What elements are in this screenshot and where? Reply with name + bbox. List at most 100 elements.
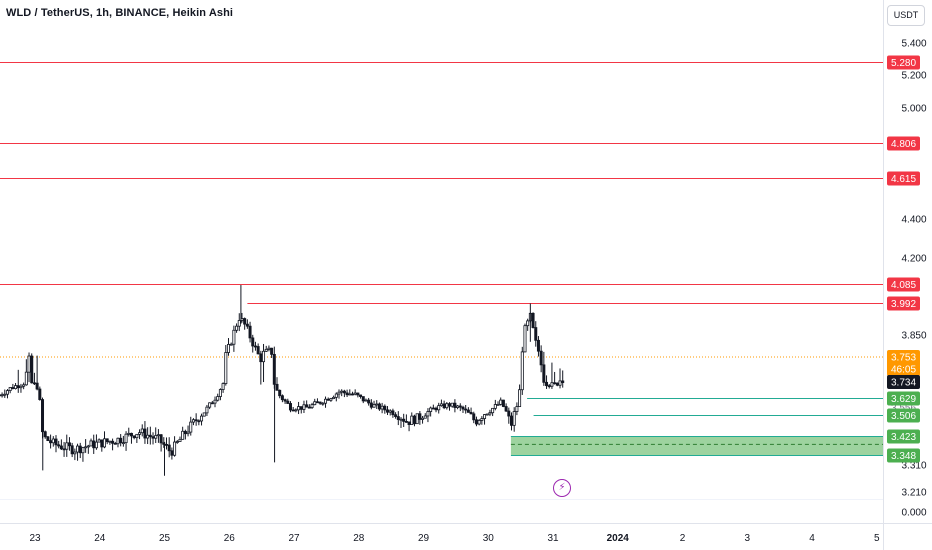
candle-body-down bbox=[383, 405, 387, 411]
candle-body-down bbox=[404, 420, 408, 423]
candle bbox=[547, 383, 551, 389]
lightning-icon[interactable]: ⚡ bbox=[553, 479, 571, 497]
candle-body-down bbox=[62, 448, 66, 451]
candle-body-down bbox=[472, 413, 476, 421]
candle bbox=[474, 416, 478, 427]
candle bbox=[262, 343, 266, 383]
candle bbox=[200, 413, 204, 426]
candle-body-down bbox=[278, 389, 282, 397]
candle bbox=[485, 413, 489, 416]
candle-body-up bbox=[138, 432, 142, 435]
candle-body-up bbox=[415, 413, 419, 425]
level-label-3.629: 3.629 bbox=[891, 394, 916, 405]
candle-body-up bbox=[262, 350, 266, 363]
candle bbox=[202, 412, 206, 417]
candle-body-down bbox=[92, 440, 96, 449]
candle-body-up bbox=[175, 441, 179, 443]
candle bbox=[189, 416, 193, 436]
candle-body-up bbox=[488, 412, 492, 415]
candle bbox=[186, 425, 190, 437]
price-tick-label: 3.310 bbox=[901, 461, 926, 472]
candle-body-down bbox=[377, 403, 381, 410]
candle bbox=[523, 323, 527, 353]
candle bbox=[194, 413, 198, 426]
candle-body-up bbox=[332, 396, 336, 400]
candle bbox=[46, 436, 50, 442]
candle-body-up bbox=[364, 399, 368, 402]
candle-body-down bbox=[119, 437, 123, 444]
candle-body-up bbox=[353, 392, 357, 395]
candle bbox=[57, 440, 61, 449]
candle-body-down bbox=[105, 438, 109, 443]
candle-body-up bbox=[3, 393, 7, 396]
candle bbox=[442, 400, 446, 410]
candle bbox=[431, 404, 435, 410]
candle-body-down bbox=[38, 388, 42, 400]
candle-body-up bbox=[523, 325, 527, 353]
candle-body-down bbox=[291, 409, 295, 412]
candle bbox=[369, 399, 373, 410]
candle bbox=[477, 418, 481, 426]
candle bbox=[545, 375, 549, 389]
candle bbox=[315, 398, 319, 404]
time-tick-label: 31 bbox=[547, 533, 559, 544]
price-tick-label: 4.400 bbox=[901, 215, 926, 226]
candle bbox=[410, 412, 414, 425]
candle-body-down bbox=[536, 339, 540, 352]
candle-body-down bbox=[345, 392, 349, 396]
candle-body-up bbox=[27, 355, 31, 373]
price-labels-layer: 3.5565.2804.8064.6154.0853.9923.6293.506… bbox=[887, 55, 920, 463]
candle-body-up bbox=[426, 411, 430, 417]
candle bbox=[226, 338, 230, 356]
candle-body-up bbox=[103, 438, 107, 448]
candle bbox=[407, 421, 411, 432]
candle-body-up bbox=[116, 437, 120, 445]
candle-body-down bbox=[507, 410, 511, 417]
candle-body-down bbox=[143, 428, 147, 439]
candle-body-up bbox=[0, 394, 4, 397]
candle bbox=[213, 396, 217, 408]
candle-body-up bbox=[208, 402, 212, 408]
level-label-4.806-bg bbox=[887, 136, 920, 151]
candle bbox=[62, 442, 66, 457]
candle bbox=[146, 427, 150, 445]
candle bbox=[388, 409, 392, 416]
candle bbox=[132, 435, 136, 440]
candle-body-up bbox=[321, 402, 325, 405]
candle-body-down bbox=[111, 440, 115, 444]
candle bbox=[518, 384, 522, 408]
candle-body-up bbox=[496, 403, 500, 406]
candle bbox=[32, 372, 36, 385]
candle bbox=[404, 414, 408, 423]
candle-body-up bbox=[388, 410, 392, 413]
candle bbox=[143, 421, 147, 444]
candle bbox=[38, 386, 42, 401]
candle-body-down bbox=[245, 323, 249, 327]
candle-body-up bbox=[372, 404, 376, 408]
currency-button[interactable]: USDT bbox=[887, 5, 925, 26]
candle-body-up bbox=[375, 403, 379, 406]
candle-body-down bbox=[159, 434, 163, 444]
candle bbox=[70, 442, 74, 458]
candle-body-up bbox=[224, 352, 228, 384]
candle-body-down bbox=[561, 380, 565, 383]
candle bbox=[558, 368, 562, 389]
level-label-3.629-bg bbox=[887, 391, 920, 406]
candle bbox=[499, 397, 503, 406]
candle bbox=[65, 434, 69, 457]
candle bbox=[469, 407, 473, 415]
candle-body-down bbox=[431, 407, 435, 410]
candle bbox=[488, 409, 492, 417]
candle bbox=[437, 402, 441, 414]
candle bbox=[418, 410, 422, 425]
candle bbox=[340, 389, 344, 397]
candle bbox=[14, 383, 18, 390]
candle bbox=[501, 399, 505, 408]
support-zone bbox=[510, 436, 883, 455]
candle-body-up bbox=[76, 445, 80, 453]
candle-body-down bbox=[57, 444, 61, 447]
candle bbox=[307, 404, 311, 409]
candle-body-down bbox=[359, 394, 363, 397]
candle-body-down bbox=[286, 400, 290, 404]
